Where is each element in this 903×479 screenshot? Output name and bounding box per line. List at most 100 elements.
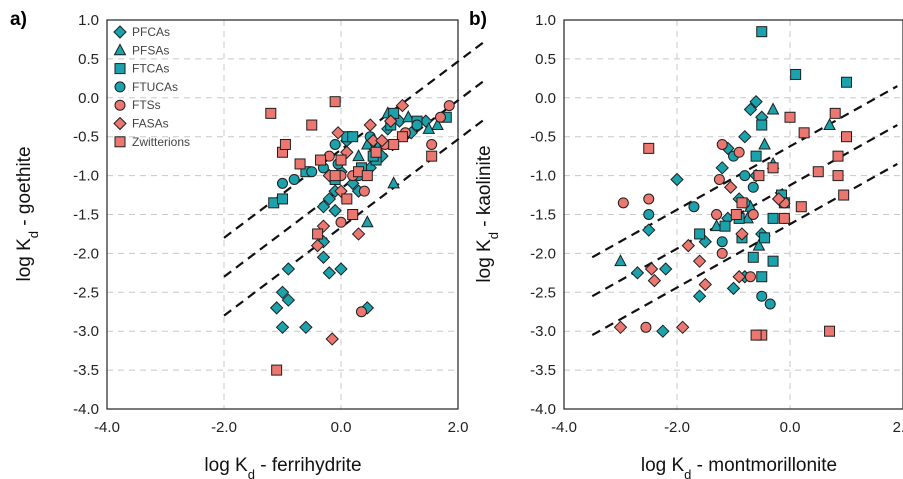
y-tick-label: -1.5	[530, 207, 556, 224]
point-zwitterions	[795, 201, 807, 213]
legend-marker-zwitterions	[114, 136, 126, 148]
y-tick-label: -1.5	[73, 207, 99, 224]
point-ftcas	[756, 119, 768, 131]
point-ftucas	[716, 236, 728, 248]
legend-marker-ftucas	[114, 81, 126, 93]
y-tick-label: -3.0	[530, 323, 556, 340]
data-points	[265, 73, 469, 376]
point-fasas	[395, 98, 410, 113]
x-tick-label: -4.0	[94, 419, 120, 436]
x-axis-title: log Kd - ferrihydrite	[204, 455, 361, 479]
point-pfsas	[401, 110, 415, 123]
point-zwitterions	[812, 166, 824, 178]
point-pfcas	[281, 262, 296, 276]
point-zwitterions	[329, 96, 341, 108]
point-zwitterions	[361, 170, 373, 182]
y-tick-label: 0.5	[78, 51, 99, 68]
point-zwitterions	[750, 329, 762, 341]
y-tick-label: -3.0	[73, 323, 99, 340]
point-zwitterions	[832, 150, 844, 162]
point-fasas	[681, 238, 696, 253]
point-pfcas	[670, 172, 684, 187]
point-pfcas	[275, 320, 290, 335]
panel-b: 1.0 0.5 0.0 -0.5 -1.0 -1.5 -2.0 -2.5 -3.0 -3.5 -4.…	[469, 9, 903, 479]
point-fasas	[723, 180, 738, 194]
point-zwitterions	[294, 158, 306, 170]
point-zwitterions	[396, 131, 408, 143]
point-zwitterions	[306, 119, 318, 131]
point-ftcas	[767, 255, 779, 267]
legend-marker-pfsas	[113, 43, 127, 56]
point-ftcas	[459, 73, 469, 83]
point-ftcas	[756, 26, 768, 38]
point-ftss	[434, 111, 446, 123]
x-tick-label: -4.0	[551, 419, 577, 436]
point-pfcas	[692, 289, 707, 303]
dashed-line	[223, 38, 488, 239]
point-pfsas	[752, 238, 766, 251]
point-zwitterions	[279, 138, 291, 150]
point-zwitterions	[643, 142, 655, 154]
point-zwitterions	[347, 209, 359, 220]
point-fasas	[698, 277, 712, 292]
point-pfcas	[316, 250, 331, 264]
point-fasas	[771, 192, 786, 206]
plot-frame	[106, 19, 459, 410]
point-ftcas	[694, 228, 706, 240]
legend-marker-ftss	[114, 99, 126, 111]
point-ftcas	[756, 271, 768, 283]
point-pfsas	[422, 121, 436, 134]
point-zwitterions	[753, 170, 765, 182]
point-pfsas	[614, 254, 627, 267]
point-fasas	[363, 118, 377, 132]
point-pfcas	[658, 262, 673, 276]
dashed-line	[223, 77, 488, 278]
point-ftss	[744, 271, 756, 283]
point-zwitterions	[832, 170, 844, 182]
point-pfsas	[710, 219, 723, 232]
dashed-line	[591, 124, 898, 298]
y-tick-label: 1.0	[535, 12, 556, 29]
y-tick-label: -1.0	[530, 168, 556, 185]
legend-label: FASAs	[132, 117, 169, 131]
point-ftucas	[688, 201, 700, 213]
point-ftss	[335, 216, 347, 228]
point-ftcas	[277, 193, 288, 205]
point-pfcas	[630, 266, 645, 280]
point-pfcas	[328, 203, 342, 218]
y-axis-title: log Kd - kaolinite	[474, 145, 501, 282]
point-ftss	[733, 146, 745, 158]
point-zwitterions	[265, 107, 277, 119]
point-fasas	[366, 133, 380, 148]
point-pfsas	[431, 117, 444, 131]
point-zwitterions	[841, 131, 852, 143]
y-tick-label: -0.5	[530, 129, 556, 146]
legend-label: FTCAs	[132, 62, 169, 76]
legend-marker-pfcas	[113, 25, 127, 39]
point-zwitterions	[784, 111, 796, 123]
point-pfsas	[758, 137, 771, 150]
y-tick-label: 0.0	[78, 90, 99, 107]
y-tick-label: -2.0	[530, 245, 556, 262]
point-ftss	[716, 138, 728, 150]
point-ftcas	[347, 131, 359, 143]
point-fasas	[732, 270, 746, 284]
point-fasas	[735, 227, 749, 241]
point-zwitterions	[829, 107, 841, 119]
point-ftucas	[306, 166, 318, 178]
point-ftucas	[277, 177, 288, 189]
point-ftucas	[643, 209, 655, 220]
point-ftcas	[790, 68, 802, 80]
point-pfcas	[642, 223, 656, 237]
point-ftss	[713, 173, 725, 185]
point-pfcas	[656, 324, 670, 338]
point-fasas	[375, 133, 389, 148]
y-tick-label: -3.5	[73, 362, 99, 379]
dashed-line	[223, 116, 488, 317]
point-ftss	[643, 193, 655, 205]
legend-label: Zwitterions	[132, 135, 190, 149]
point-pfcas	[316, 200, 331, 214]
point-pfcas	[299, 320, 313, 335]
point-ftucas	[747, 181, 759, 193]
